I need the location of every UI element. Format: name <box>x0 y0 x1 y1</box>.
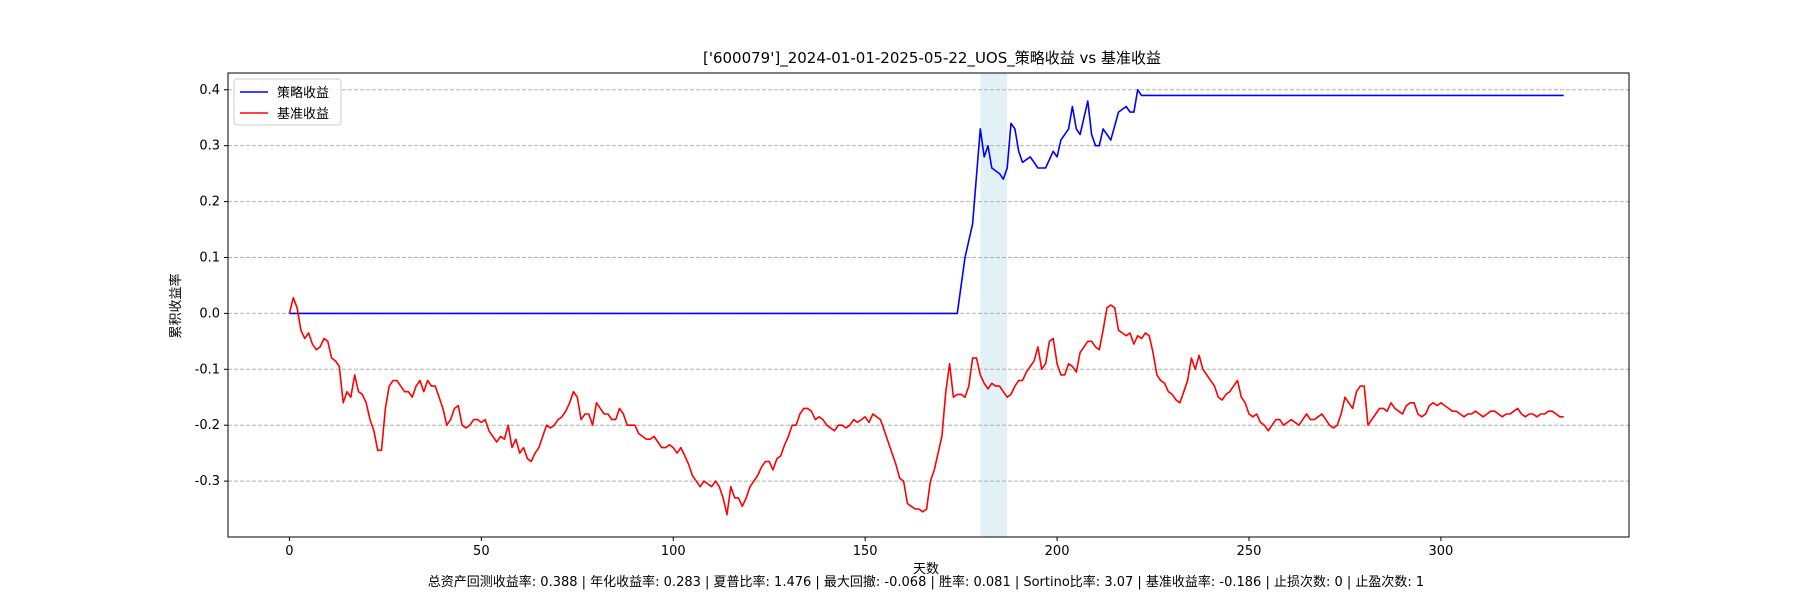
x-axis-title: 天数 <box>913 562 939 577</box>
y-tick-label-6: 0.3 <box>199 139 220 154</box>
x-tick-label-3: 150 <box>853 544 878 559</box>
x-tick-label-2: 100 <box>661 544 686 559</box>
axes-frame <box>227 72 1630 538</box>
y-tick-label-5: 0.2 <box>199 195 220 210</box>
y-tick-label-2: -0.1 <box>195 362 220 377</box>
x-tick-label-4: 200 <box>1045 544 1070 559</box>
y-tick-label-3: 0.0 <box>199 306 220 321</box>
x-tick-label-0: 0 <box>285 544 293 559</box>
y-tick-label-4: 0.1 <box>199 250 220 265</box>
y-axis-title: 累积收益率 <box>168 273 184 338</box>
legend-label-1: 基准收益 <box>277 107 329 122</box>
y-tick-label-1: -0.2 <box>195 418 220 433</box>
y-tick-label-0: -0.3 <box>195 474 220 489</box>
x-tick-label-5: 250 <box>1237 544 1262 559</box>
x-tick-label-6: 300 <box>1429 544 1454 559</box>
y-tick-label-7: 0.4 <box>199 83 220 98</box>
chart-title: ['600079']_2024-01-01-2025-05-22_UOS_策略收… <box>703 49 1161 68</box>
footer-stats: 总资产回测收益率: 0.388 | 年化收益率: 0.283 | 夏普比率: 1… <box>428 574 1424 590</box>
series-line-benchmark <box>288 296 1564 516</box>
highlight-span <box>980 73 1008 537</box>
series-line-strategy <box>289 89 1564 315</box>
x-tick-label-1: 50 <box>473 544 490 559</box>
plot-area: 0 50 100 150 200 250 300 -0.3 -0.2 -0.1 0.0 0.1 0.2 0… <box>195 72 1630 559</box>
legend-label-0: 策略收益 <box>277 85 329 101</box>
